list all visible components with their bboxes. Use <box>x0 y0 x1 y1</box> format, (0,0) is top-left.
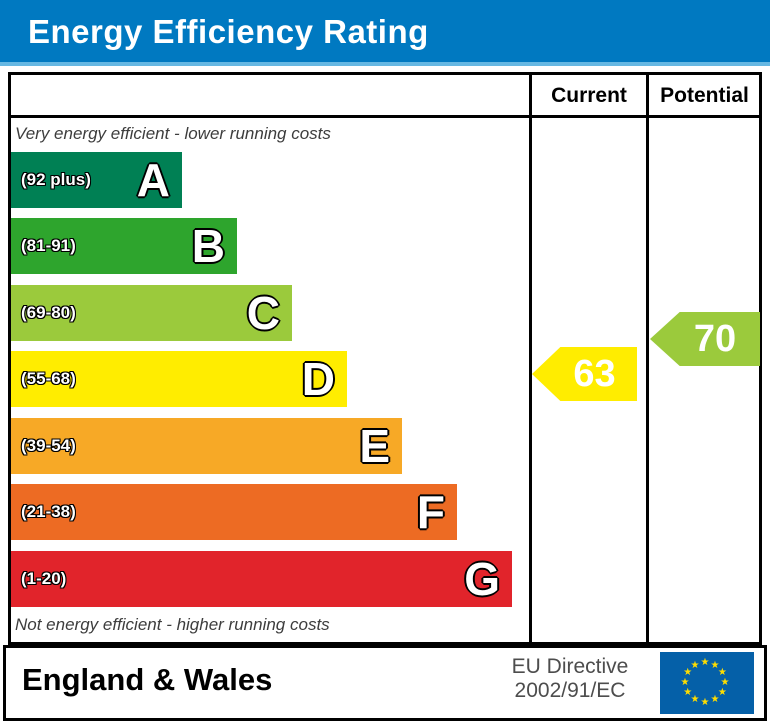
eu-star-icon: ★ <box>720 677 730 688</box>
column-header-potential: Potential <box>660 84 749 107</box>
eu-star-icon: ★ <box>710 659 720 671</box>
band-range-label: (21-38) <box>21 502 76 521</box>
top-caption: Very energy efficient - lower running co… <box>15 124 331 143</box>
band-range-label: (39-54) <box>21 436 76 455</box>
band-range-label: (92 plus) <box>21 170 91 189</box>
band-letter: C <box>246 287 280 339</box>
eu-star-icon: ★ <box>683 687 693 698</box>
current-rating-value: 63 <box>573 352 616 395</box>
band-letter: D <box>301 353 335 405</box>
header-bar <box>0 0 770 62</box>
band-range-label: (1-20) <box>21 569 67 588</box>
band-row-f: (21-38) F <box>11 484 457 540</box>
header-row-divider <box>8 115 762 118</box>
eu-star-icon: ★ <box>700 657 710 668</box>
band-letter: F <box>416 486 445 538</box>
eu-star-icon: ★ <box>680 677 690 688</box>
eu-directive-text: EU Directive 2002/91/EC <box>493 655 647 703</box>
band-range-label: (81-91) <box>21 236 76 255</box>
band-row-a: (92 plus) A <box>11 152 182 208</box>
eu-star-icon: ★ <box>717 667 727 678</box>
eu-directive-line1: EU Directive <box>511 655 629 678</box>
region-label: England & Wales <box>22 662 273 697</box>
current-rating-arrow: 63 <box>532 347 637 401</box>
eu-directive-line2: 2002/91/EC <box>514 679 626 702</box>
page-title: Energy Efficiency Rating <box>28 13 429 50</box>
eu-flag: ★ ★ ★ ★ ★ ★ ★ ★ ★ ★ ★ ★ <box>660 652 754 714</box>
eu-star-icon: ★ <box>690 694 700 706</box>
band-row-e: (39-54) E <box>11 418 402 474</box>
eu-star-icon: ★ <box>700 697 710 708</box>
potential-rating-value: 70 <box>693 317 737 360</box>
band-range-label: (55-68) <box>21 369 76 388</box>
eu-star-icon: ★ <box>717 687 727 698</box>
column-divider-potential <box>646 72 649 645</box>
band-row-d: (55-68) D <box>11 351 347 407</box>
band-letter: G <box>464 553 500 605</box>
band-range-label: (69-80) <box>21 303 76 322</box>
header-accent-strip <box>0 62 770 66</box>
column-divider-current <box>529 72 532 645</box>
footer-bar <box>3 645 767 721</box>
band-row-b: (81-91) B <box>11 218 237 274</box>
eu-star-icon: ★ <box>710 694 720 706</box>
eu-star-icon: ★ <box>683 667 693 678</box>
eu-star-icon: ★ <box>690 659 700 671</box>
band-row-c: (69-80) C <box>11 285 292 341</box>
band-letter: E <box>359 420 390 472</box>
band-row-g: (1-20) G <box>11 551 512 607</box>
band-letter: A <box>136 154 170 206</box>
band-letter: B <box>191 220 225 272</box>
column-header-current: Current <box>551 84 627 107</box>
bottom-caption: Not energy efficient - higher running co… <box>15 615 330 634</box>
